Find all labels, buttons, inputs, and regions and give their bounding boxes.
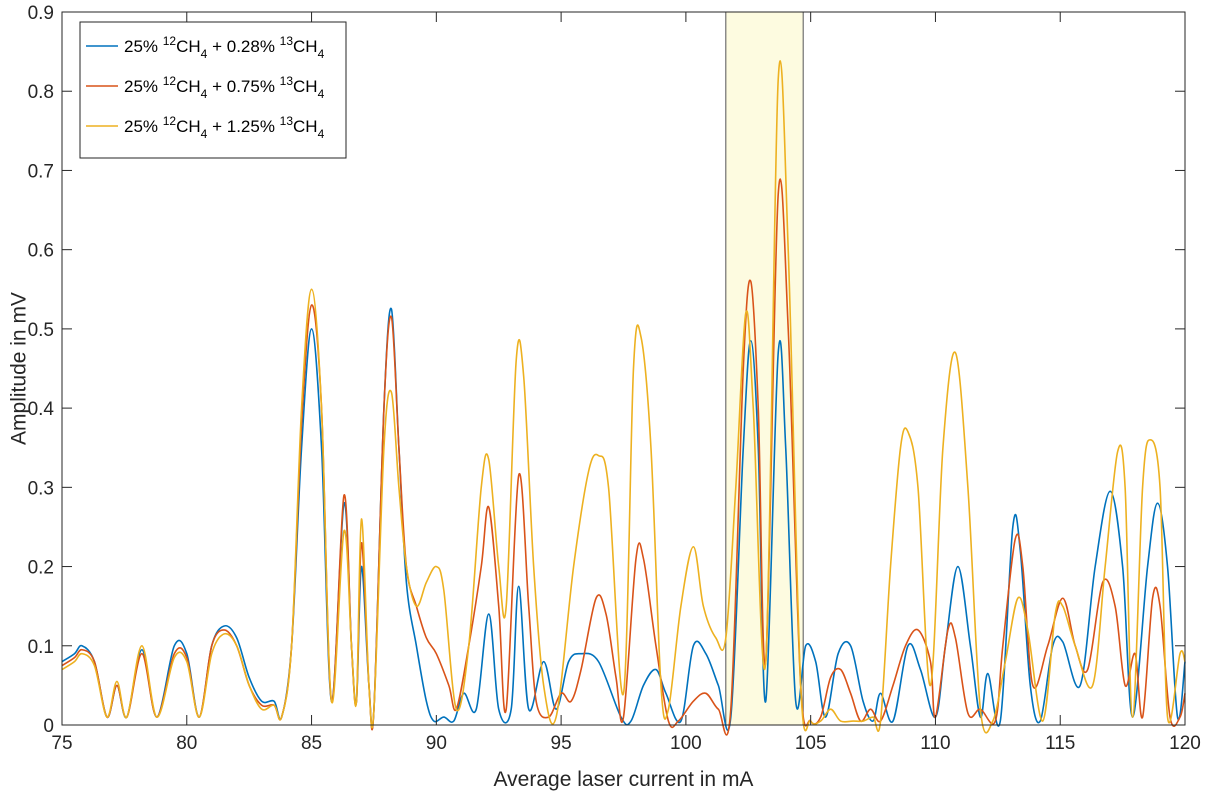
y-tick-label: 0.5 [28, 320, 54, 341]
legend-subscript: 4 [201, 87, 208, 101]
legend-text: CH [293, 37, 318, 56]
legend-text: CH [176, 117, 201, 136]
y-tick-label: 0.9 [28, 3, 54, 24]
legend-label-1: 25% 12CH4 + 0.28% 13CH4 [124, 34, 325, 61]
series-layer [61, 60, 1186, 736]
legend-superscript: 13 [280, 34, 294, 48]
x-axis-label: Average laser current in mA [494, 768, 754, 791]
y-tick-label: 0.3 [28, 478, 54, 499]
y-tick-label: 0.6 [28, 241, 54, 262]
plot-frame [61, 11, 1186, 726]
x-tick-label: 75 [51, 733, 72, 754]
legend-text: + 1.25% [207, 117, 279, 136]
legend-subscript: 4 [201, 127, 208, 141]
x-tick-label: 110 [920, 733, 950, 754]
x-tick-label: 105 [795, 733, 827, 754]
legend-superscript: 12 [163, 34, 177, 48]
legend-text: + 0.28% [207, 37, 279, 56]
y-tick-label: 0.7 [28, 161, 54, 182]
x-tick-label: 115 [1045, 733, 1075, 754]
legend-label-3: 25% 12CH4 + 1.25% 13CH4 [124, 114, 325, 141]
y-tick-label: 0.2 [28, 558, 54, 579]
legend-text: CH [176, 77, 201, 96]
series-line-3 [61, 60, 1186, 734]
y-tick-label: 0 [43, 716, 54, 737]
legend-subscript: 4 [318, 47, 325, 61]
legend-superscript: 12 [163, 74, 177, 88]
y-tick-label: 0.1 [28, 637, 54, 658]
legend-text-base: 25% [124, 117, 163, 136]
x-tick-label: 95 [551, 733, 572, 754]
legend-text-base: 25% [124, 37, 163, 56]
legend-label-2: 25% 12CH4 + 0.75% 13CH4 [124, 74, 325, 101]
legend-superscript: 12 [163, 114, 177, 128]
legend-text-base: 25% [124, 77, 163, 96]
legend-subscript: 4 [318, 87, 325, 101]
tick-layer: 75 80 85 90 95 100 105 110 115 120 0 0.1 0.2 0.3 0.4 0.… [28, 3, 1201, 754]
legend-text: CH [176, 37, 201, 56]
x-tick-label: 90 [426, 733, 447, 754]
x-tick-label: 85 [301, 733, 322, 754]
x-tick-label: 100 [670, 733, 702, 754]
legend-subscript: 4 [201, 47, 208, 61]
y-tick-label: 0.4 [28, 399, 55, 420]
legend-superscript: 13 [280, 114, 294, 128]
legend-text: + 0.75% [207, 77, 279, 96]
y-axis-label: Amplitude in mV [8, 292, 31, 445]
legend-subscript: 4 [318, 127, 325, 141]
axes-layer [61, 11, 1186, 726]
y-tick-label: 0.8 [28, 82, 54, 103]
legend-superscript: 13 [280, 74, 294, 88]
x-tick-label: 120 [1169, 733, 1201, 754]
x-tick-label: 80 [176, 733, 197, 754]
legend-text: CH [293, 77, 318, 96]
legend-text: CH [293, 117, 318, 136]
legend-box [79, 21, 347, 159]
